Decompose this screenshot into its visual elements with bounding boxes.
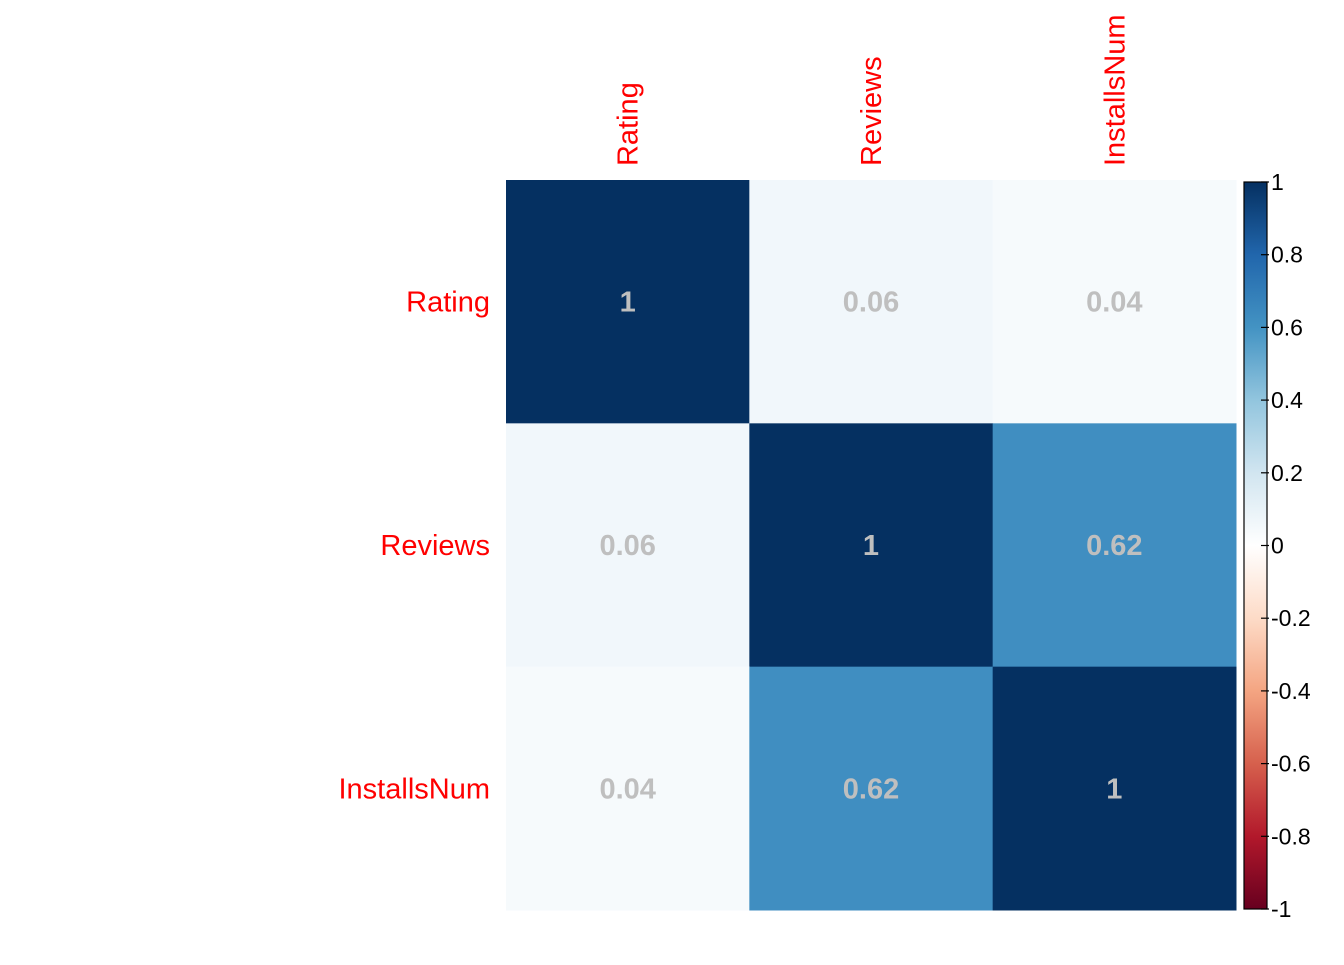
cell-value-label: 0.06 [843, 287, 899, 319]
colorbar-tick-label: -1 [1271, 896, 1291, 922]
colorbar-tick-label: -0.6 [1271, 751, 1311, 777]
heatmap-cell-installsnum-installsnum [992, 666, 1237, 911]
row-labels-layer: Rating Reviews InstallsNum [339, 287, 491, 806]
colorbar-tick-label: -0.2 [1271, 605, 1311, 631]
colorbar-tick-label: 0.2 [1271, 460, 1303, 486]
cell-value-label: 0.04 [1086, 287, 1142, 319]
heatmap-cell-installsnum-rating [506, 666, 750, 911]
heatmap-cell-rating-installsnum [992, 180, 1237, 424]
cell-values-layer: 1 0.06 0.04 0.06 1 0.62 0.04 0.62 1 [599, 287, 1142, 806]
colorbar-tick-label: 0.8 [1271, 242, 1303, 268]
row-label-reviews: Reviews [380, 530, 490, 562]
cell-value-label: 0.62 [843, 773, 899, 805]
cell-value-label: 0.04 [599, 773, 655, 805]
colorbar-tick-label: 1 [1271, 169, 1284, 195]
heatmap-cell-reviews-installsnum [992, 423, 1237, 668]
colorbar-tick-label: 0.4 [1271, 387, 1303, 413]
colorbar-tick-label: 0 [1271, 533, 1284, 559]
cell-value-label: 0.06 [599, 530, 655, 562]
cells-layer [506, 180, 1237, 911]
heatmap-cell-rating-reviews [749, 180, 994, 424]
cell-value-label: 1 [1106, 773, 1122, 805]
colorbar-tick-label: 0.6 [1271, 314, 1303, 340]
colorbar-tick-label: -0.4 [1271, 678, 1311, 704]
heatmap-cell-reviews-reviews [749, 423, 994, 668]
colorbar: 1 0.8 0.6 0.4 0.2 0 -0.2 -0.4 -0.6 -0.8 -1 [1243, 169, 1311, 922]
heatmap-cell-rating-rating [506, 180, 750, 424]
cell-value-label: 1 [620, 287, 636, 319]
row-label-rating: Rating [406, 287, 490, 319]
column-label-reviews: Reviews [856, 56, 888, 166]
heatmap-cell-reviews-rating [506, 423, 750, 668]
row-label-installsnum: InstallsNum [339, 773, 491, 805]
heatmap-cell-installsnum-reviews [749, 666, 994, 911]
cell-value-label: 1 [863, 530, 879, 562]
cell-value-label: 0.62 [1086, 530, 1142, 562]
column-label-installsnum: InstallsNum [1099, 15, 1131, 167]
colorbar-tick-label: -0.8 [1271, 823, 1311, 849]
column-label-rating: Rating [613, 82, 645, 166]
column-labels-layer: Rating Reviews InstallsNum [613, 15, 1132, 167]
